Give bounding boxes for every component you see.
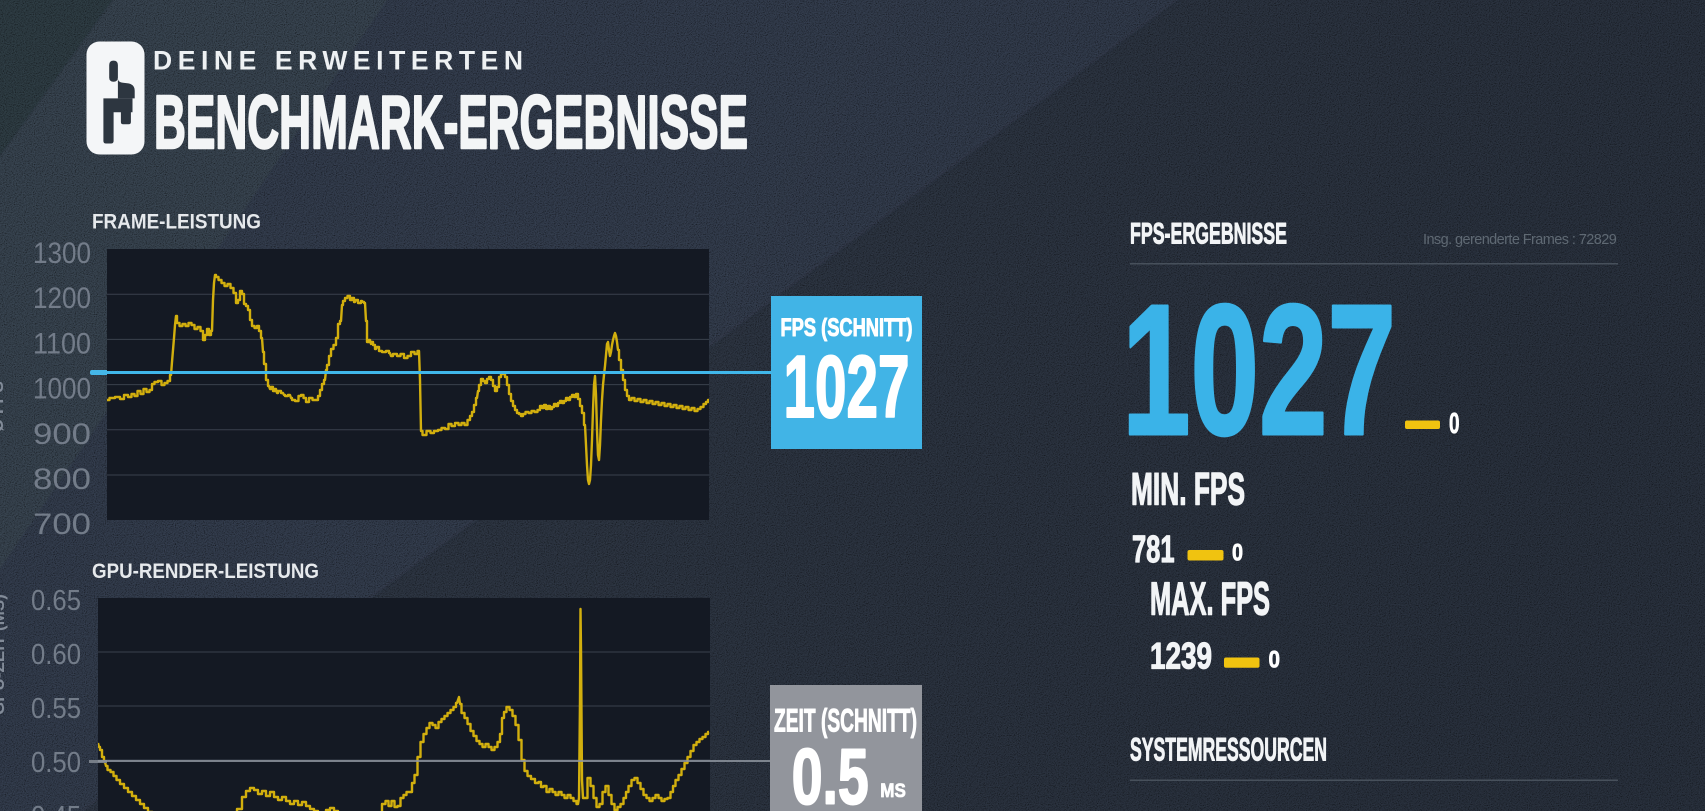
svg-text:900: 900: [33, 418, 91, 451]
svg-text:1027: 1027: [1122, 267, 1396, 474]
svg-text:1000: 1000: [33, 373, 91, 406]
svg-text:800: 800: [33, 463, 91, 496]
svg-text:GPU-RENDER-LEISTUNG: GPU-RENDER-LEISTUNG: [92, 560, 319, 583]
svg-text:0.60: 0.60: [31, 639, 81, 671]
svg-text:MIN. FPS: MIN. FPS: [1131, 464, 1245, 515]
svg-text:1100: 1100: [33, 327, 91, 360]
svg-text:781: 781: [1132, 529, 1175, 571]
svg-text:FPS-ERGEBNISSE: FPS-ERGEBNISSE: [1130, 218, 1287, 251]
svg-text:0: 0: [1232, 540, 1243, 567]
svg-text:0.65: 0.65: [31, 585, 81, 617]
svg-text:1239: 1239: [1150, 636, 1212, 677]
svg-text:DEINE ERWEITERTEN: DEINE ERWEITERTEN: [153, 46, 523, 76]
svg-text:1300: 1300: [33, 237, 91, 270]
svg-text:0: 0: [1449, 408, 1460, 440]
svg-text:MS: MS: [880, 780, 906, 802]
svg-text:FRAME-LEISTUNG: FRAME-LEISTUNG: [92, 210, 261, 234]
svg-text:BENCHMARK-ERGEBNISSE: BENCHMARK-ERGEBNISSE: [154, 80, 748, 164]
svg-text:700: 700: [33, 508, 91, 541]
svg-text:GPU-ZEIT (MS): GPU-ZEIT (MS): [0, 594, 8, 715]
svg-text:0: 0: [1269, 647, 1281, 674]
svg-text:Insg. gerenderte Frames : 7282: Insg. gerenderte Frames : 72829: [1423, 232, 1618, 248]
svg-text:SYSTEMRESSOURCEN: SYSTEMRESSOURCEN: [1130, 732, 1327, 768]
svg-text:0.55: 0.55: [31, 693, 81, 725]
svg-text:MAX. FPS: MAX. FPS: [1150, 573, 1270, 625]
svg-text:1027: 1027: [784, 337, 910, 436]
svg-text:ZEIT (SCHNITT): ZEIT (SCHNITT): [774, 703, 917, 739]
svg-text:0.5: 0.5: [792, 732, 869, 811]
svg-text:1200: 1200: [33, 282, 91, 315]
svg-text:0.45: 0.45: [31, 801, 81, 811]
svg-text:FPS (SCHNITT): FPS (SCHNITT): [781, 314, 913, 342]
svg-text:Ø FPS: Ø FPS: [0, 381, 7, 432]
svg-text:0.50: 0.50: [31, 747, 81, 779]
